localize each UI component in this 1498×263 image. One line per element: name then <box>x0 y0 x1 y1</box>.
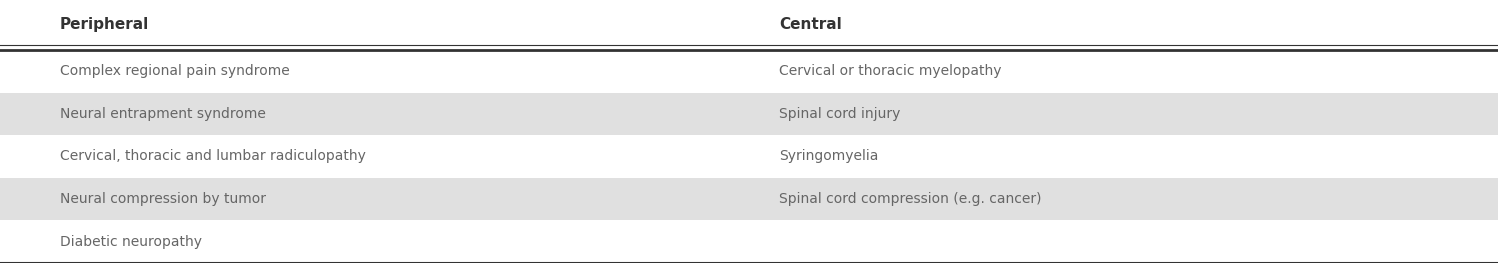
Bar <box>0 93 1498 135</box>
Text: Neural entrapment syndrome: Neural entrapment syndrome <box>60 107 265 121</box>
Text: Syringomyelia: Syringomyelia <box>779 149 878 164</box>
Text: Diabetic neuropathy: Diabetic neuropathy <box>60 235 202 249</box>
Bar <box>0 178 1498 220</box>
Text: Cervical, thoracic and lumbar radiculopathy: Cervical, thoracic and lumbar radiculopa… <box>60 149 366 164</box>
Text: Spinal cord compression (e.g. cancer): Spinal cord compression (e.g. cancer) <box>779 192 1041 206</box>
Bar <box>0 220 1498 263</box>
Bar <box>0 50 1498 93</box>
Text: Peripheral: Peripheral <box>60 17 150 33</box>
Text: Central: Central <box>779 17 842 33</box>
Text: Complex regional pain syndrome: Complex regional pain syndrome <box>60 64 289 78</box>
Text: Spinal cord injury: Spinal cord injury <box>779 107 900 121</box>
Bar <box>0 135 1498 178</box>
Text: Cervical or thoracic myelopathy: Cervical or thoracic myelopathy <box>779 64 1002 78</box>
Text: Neural compression by tumor: Neural compression by tumor <box>60 192 267 206</box>
